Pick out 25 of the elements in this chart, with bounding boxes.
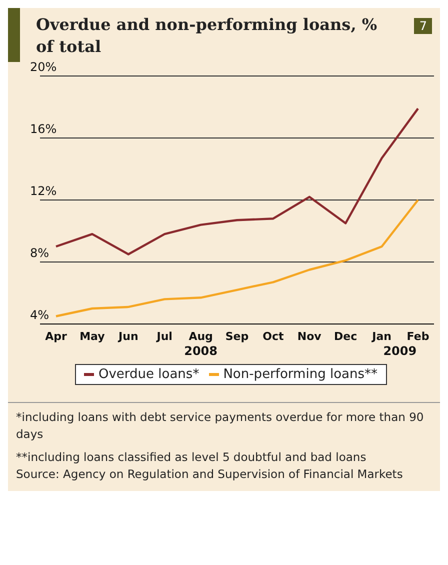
x-tick-label: Oct [262,330,284,343]
x-tick-label: Nov [297,330,322,343]
text: 2009 [383,344,417,358]
source-note: Source: Agency on Regulation and Supervision of Financial Markets [16,466,404,483]
y-tick-label: 4% [30,308,50,322]
x-tick-label: Jan [371,330,392,343]
y-tick-label: 12% [30,184,57,198]
chart-title: Overdue and non-performing loans, % of total [36,15,378,56]
x-tick-label: Jun [118,330,138,343]
text: *including loans with debt service payments overdue for more than 90 days [16,409,425,443]
y-tick-label: 16% [30,122,57,136]
x-tick-label: Aug [188,330,213,343]
legend-label: Non-performing loans** [222,367,378,382]
text: 2008 [184,344,218,358]
text: **including loans classified as level 5 doubtful and bad loans [16,449,368,466]
x-tick-label: Apr [45,330,68,343]
x-tick-label: Sep [225,330,249,343]
y-tick-label: 8% [30,246,50,260]
x-tick-label: May [80,330,105,343]
y-tick-label: 20% [30,60,57,74]
text: 7 [414,18,432,34]
x-tick-label: Jul [156,330,172,343]
x-tick-label: Feb [406,330,430,343]
x-tick-label: Dec [334,330,358,343]
legend-label: Overdue loans* [97,367,200,382]
